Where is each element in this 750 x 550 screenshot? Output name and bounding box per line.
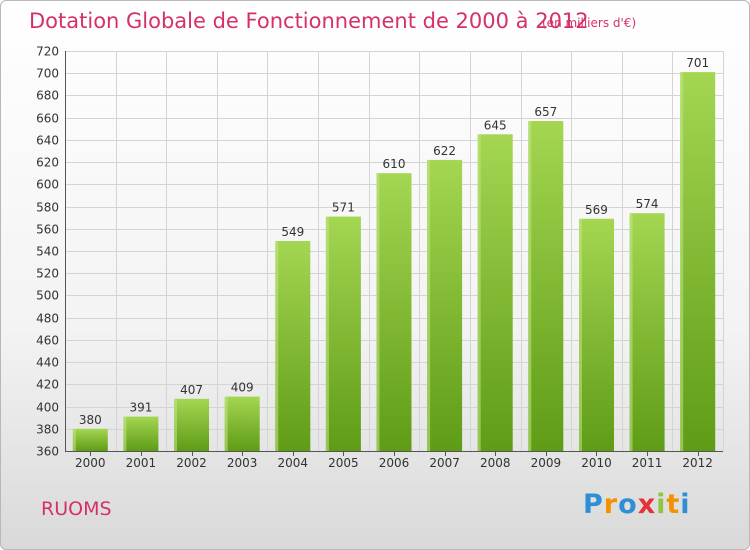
bar-highlight (123, 416, 127, 451)
chart-unit: (en milliers d'€) (542, 16, 637, 30)
bar (275, 241, 311, 451)
logo-letter: t (666, 489, 681, 520)
bar (376, 173, 412, 451)
y-tick-label: 480 (36, 312, 59, 326)
x-tick-label: 2011 (632, 456, 663, 470)
data-label: 657 (534, 105, 557, 119)
y-tick-label: 440 (36, 356, 59, 370)
bar-highlight (224, 396, 228, 451)
bar (325, 216, 361, 451)
x-tick-label: 2005 (328, 456, 359, 470)
x-tick-label: 2003 (227, 456, 258, 470)
proxiti-logo: Proxiti (583, 489, 691, 520)
bar-highlight (579, 218, 582, 451)
data-label: 645 (484, 118, 507, 132)
bar (174, 398, 209, 451)
data-label: 409 (231, 381, 254, 395)
bar-highlight (680, 72, 684, 451)
bar (579, 218, 614, 451)
y-tick-label: 500 (36, 289, 59, 303)
x-tick-label: 2010 (581, 456, 612, 470)
y-tick-label: 700 (36, 67, 59, 81)
x-tick-label: 2012 (682, 456, 713, 470)
bars (72, 72, 716, 452)
data-label: 610 (383, 157, 406, 171)
x-tick-label: 2009 (531, 456, 562, 470)
y-tick-label: 660 (36, 112, 59, 126)
bar-highlight (376, 173, 380, 451)
y-tick-label: 400 (36, 401, 59, 415)
x-tick-label: 2004 (277, 456, 308, 470)
bar (427, 159, 463, 451)
data-label: 701 (686, 56, 709, 70)
logo-letter: P (583, 489, 604, 520)
y-tick-label: 520 (36, 267, 59, 281)
y-tick-label: 360 (36, 445, 59, 459)
x-tick-label: 2006 (379, 456, 410, 470)
y-tick-label: 680 (36, 89, 59, 103)
x-tick-label: 2001 (126, 456, 157, 470)
y-tick-label: 620 (36, 156, 59, 170)
data-label: 622 (433, 144, 456, 158)
y-tick-label: 720 (36, 45, 59, 59)
data-label: 569 (585, 203, 608, 217)
logo-letter: i (656, 489, 667, 520)
axes: 360 380 400 420 440 460 480 500 520 540 560 580 600 6… (36, 45, 723, 470)
bar-highlight (275, 241, 279, 451)
bar (123, 416, 159, 451)
logo-letter: r (603, 489, 619, 520)
bar-highlight (72, 428, 76, 451)
chart-title: Dotation Globale de Fonctionnement de 20… (29, 9, 589, 33)
bar-highlight (325, 216, 329, 451)
data-label: 407 (180, 383, 203, 397)
y-tick-label: 380 (36, 423, 59, 437)
bar-highlight (174, 398, 177, 451)
y-tick-label: 580 (36, 201, 59, 215)
bar-highlight (427, 159, 431, 451)
logo-letter: o (618, 489, 638, 520)
bar-highlight (477, 134, 481, 452)
bar (680, 72, 716, 451)
logo-letter: i (680, 489, 691, 520)
y-tick-label: 560 (36, 223, 59, 237)
y-tick-label: 600 (36, 178, 59, 192)
x-tick-label: 2002 (176, 456, 207, 470)
y-tick-label: 420 (36, 378, 59, 392)
data-label: 391 (129, 401, 152, 415)
y-tick-label: 460 (36, 334, 59, 348)
bar-highlight (528, 121, 532, 451)
x-tick-label: 2000 (75, 456, 106, 470)
bar (72, 428, 108, 451)
commune-name: RUOMS (41, 498, 112, 520)
bar (224, 396, 260, 451)
logo-letter: x (637, 489, 657, 520)
bar (629, 213, 665, 451)
bar (477, 134, 513, 452)
data-label: 571 (332, 201, 355, 215)
bar-highlight (629, 213, 633, 451)
x-tick-label: 2007 (429, 456, 460, 470)
data-label: 574 (636, 197, 659, 211)
y-tick-label: 640 (36, 134, 59, 148)
data-label: 380 (79, 413, 102, 427)
bar (528, 121, 564, 451)
x-tick-label: 2008 (480, 456, 511, 470)
data-label: 549 (281, 225, 304, 239)
y-tick-label: 540 (36, 245, 59, 259)
data-labels: 380 391 407 409 549 571 610 622 645 657 569 574 701 (79, 56, 709, 427)
